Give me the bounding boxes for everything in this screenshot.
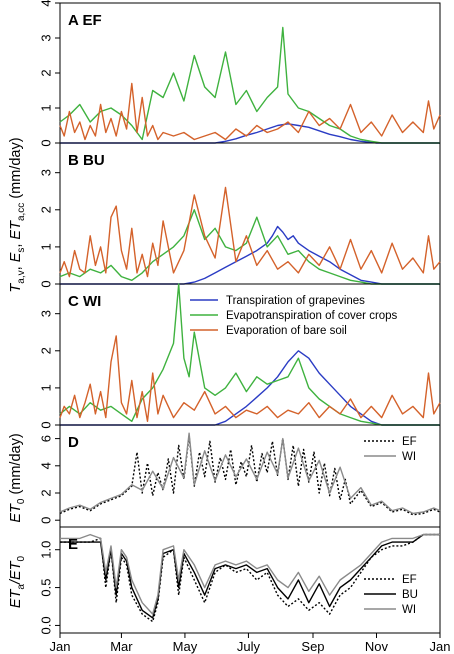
legend-label: Evaporation of bare soil — [226, 325, 347, 337]
y-tick-label: 1 — [38, 243, 53, 250]
panel-label: B BU — [68, 152, 105, 169]
y-tick-label: 3 — [38, 169, 53, 176]
panel-label: D — [68, 434, 79, 451]
series-line-evaporation-of-bare-soil — [59, 335, 441, 422]
y-tick-label: 0 — [38, 280, 53, 287]
y-tick-label: 0.5 — [38, 579, 53, 597]
x-tick-label: Mar — [110, 639, 133, 654]
panel-label: C WI — [68, 293, 101, 310]
x-tick-label: Jan — [430, 639, 451, 654]
legend-label: EF — [402, 436, 417, 448]
y-tick-label: 2 — [38, 206, 53, 213]
panel-d: 0 2 4 6 D EF WI — [38, 424, 441, 528]
y-tick-label: 0 — [38, 139, 53, 146]
panel-a: 0 1 2 3 4 A EF — [38, 0, 441, 147]
y-tick-label: 2 — [38, 489, 53, 496]
series-line-transpiration-of-grapevines — [60, 350, 440, 426]
y-tick-label: 0 — [38, 517, 53, 524]
x-tick-label: May — [173, 639, 198, 654]
series-line-wi — [59, 432, 441, 515]
y-axis-label-bottom: ETa/ET0 — [8, 555, 27, 608]
series-line-transpiration-of-grapevines — [60, 123, 440, 144]
panel-frame — [59, 424, 441, 528]
panel-frame — [59, 526, 441, 634]
panel-label: E — [68, 536, 78, 553]
legend-label: Evapotranspiration of cover crops — [226, 310, 398, 322]
series-line-evaporation-of-bare-soil — [59, 82, 441, 141]
series-line-evapotranspiration-of-cover-crops — [59, 26, 440, 144]
y-tick-label: 3 — [38, 34, 53, 41]
legend-label: WI — [402, 604, 416, 616]
y-tick-label: 2 — [38, 69, 53, 76]
y-tick-label: 6 — [38, 435, 53, 442]
y-tick-label: 1.0 — [38, 541, 53, 559]
y-tick-label: 1 — [38, 104, 53, 111]
panel-b: 0 1 2 3 B BU — [38, 142, 441, 288]
x-tick-label: Sep — [301, 639, 324, 654]
y-axis-label-top: Ta,v, Es, ETa,cc (mm/day) — [8, 137, 27, 292]
y-axis-label-mid: ET0 (mm/day) — [8, 433, 27, 522]
series-line-transpiration-of-grapevines — [60, 225, 440, 285]
y-tick-label: 4 — [38, 0, 53, 7]
y-tick-label: 1 — [38, 384, 53, 391]
y-tick-label: 0.0 — [38, 616, 53, 634]
x-tick-label: July — [237, 639, 261, 654]
y-tick-label: 0 — [38, 421, 53, 428]
series-line-evapotranspiration-of-cover-crops — [59, 209, 440, 285]
panel-e: 0.0 0.5 1.0 E EF BU WI — [38, 526, 441, 634]
panel-c: 0 1 2 3 C WI Transpiration of grapevines Evapo… — [38, 283, 441, 429]
legend-label: Transpiration of grapevines — [226, 295, 365, 307]
legend-label: BU — [402, 589, 418, 601]
panel-frame — [59, 2, 441, 144]
series-line-evaporation-of-bare-soil — [59, 186, 441, 278]
panel-label: A EF — [68, 12, 102, 29]
series-line-bu — [60, 533, 440, 619]
legend-label: EF — [402, 574, 417, 586]
x-tick-label: Nov — [365, 639, 389, 654]
legend-label: WI — [402, 451, 416, 463]
y-tick-label: 3 — [38, 310, 53, 317]
x-tick-label: Jan — [50, 639, 71, 654]
y-tick-label: 4 — [38, 462, 53, 469]
series-line-wi — [60, 533, 440, 615]
y-tick-label: 2 — [38, 347, 53, 354]
